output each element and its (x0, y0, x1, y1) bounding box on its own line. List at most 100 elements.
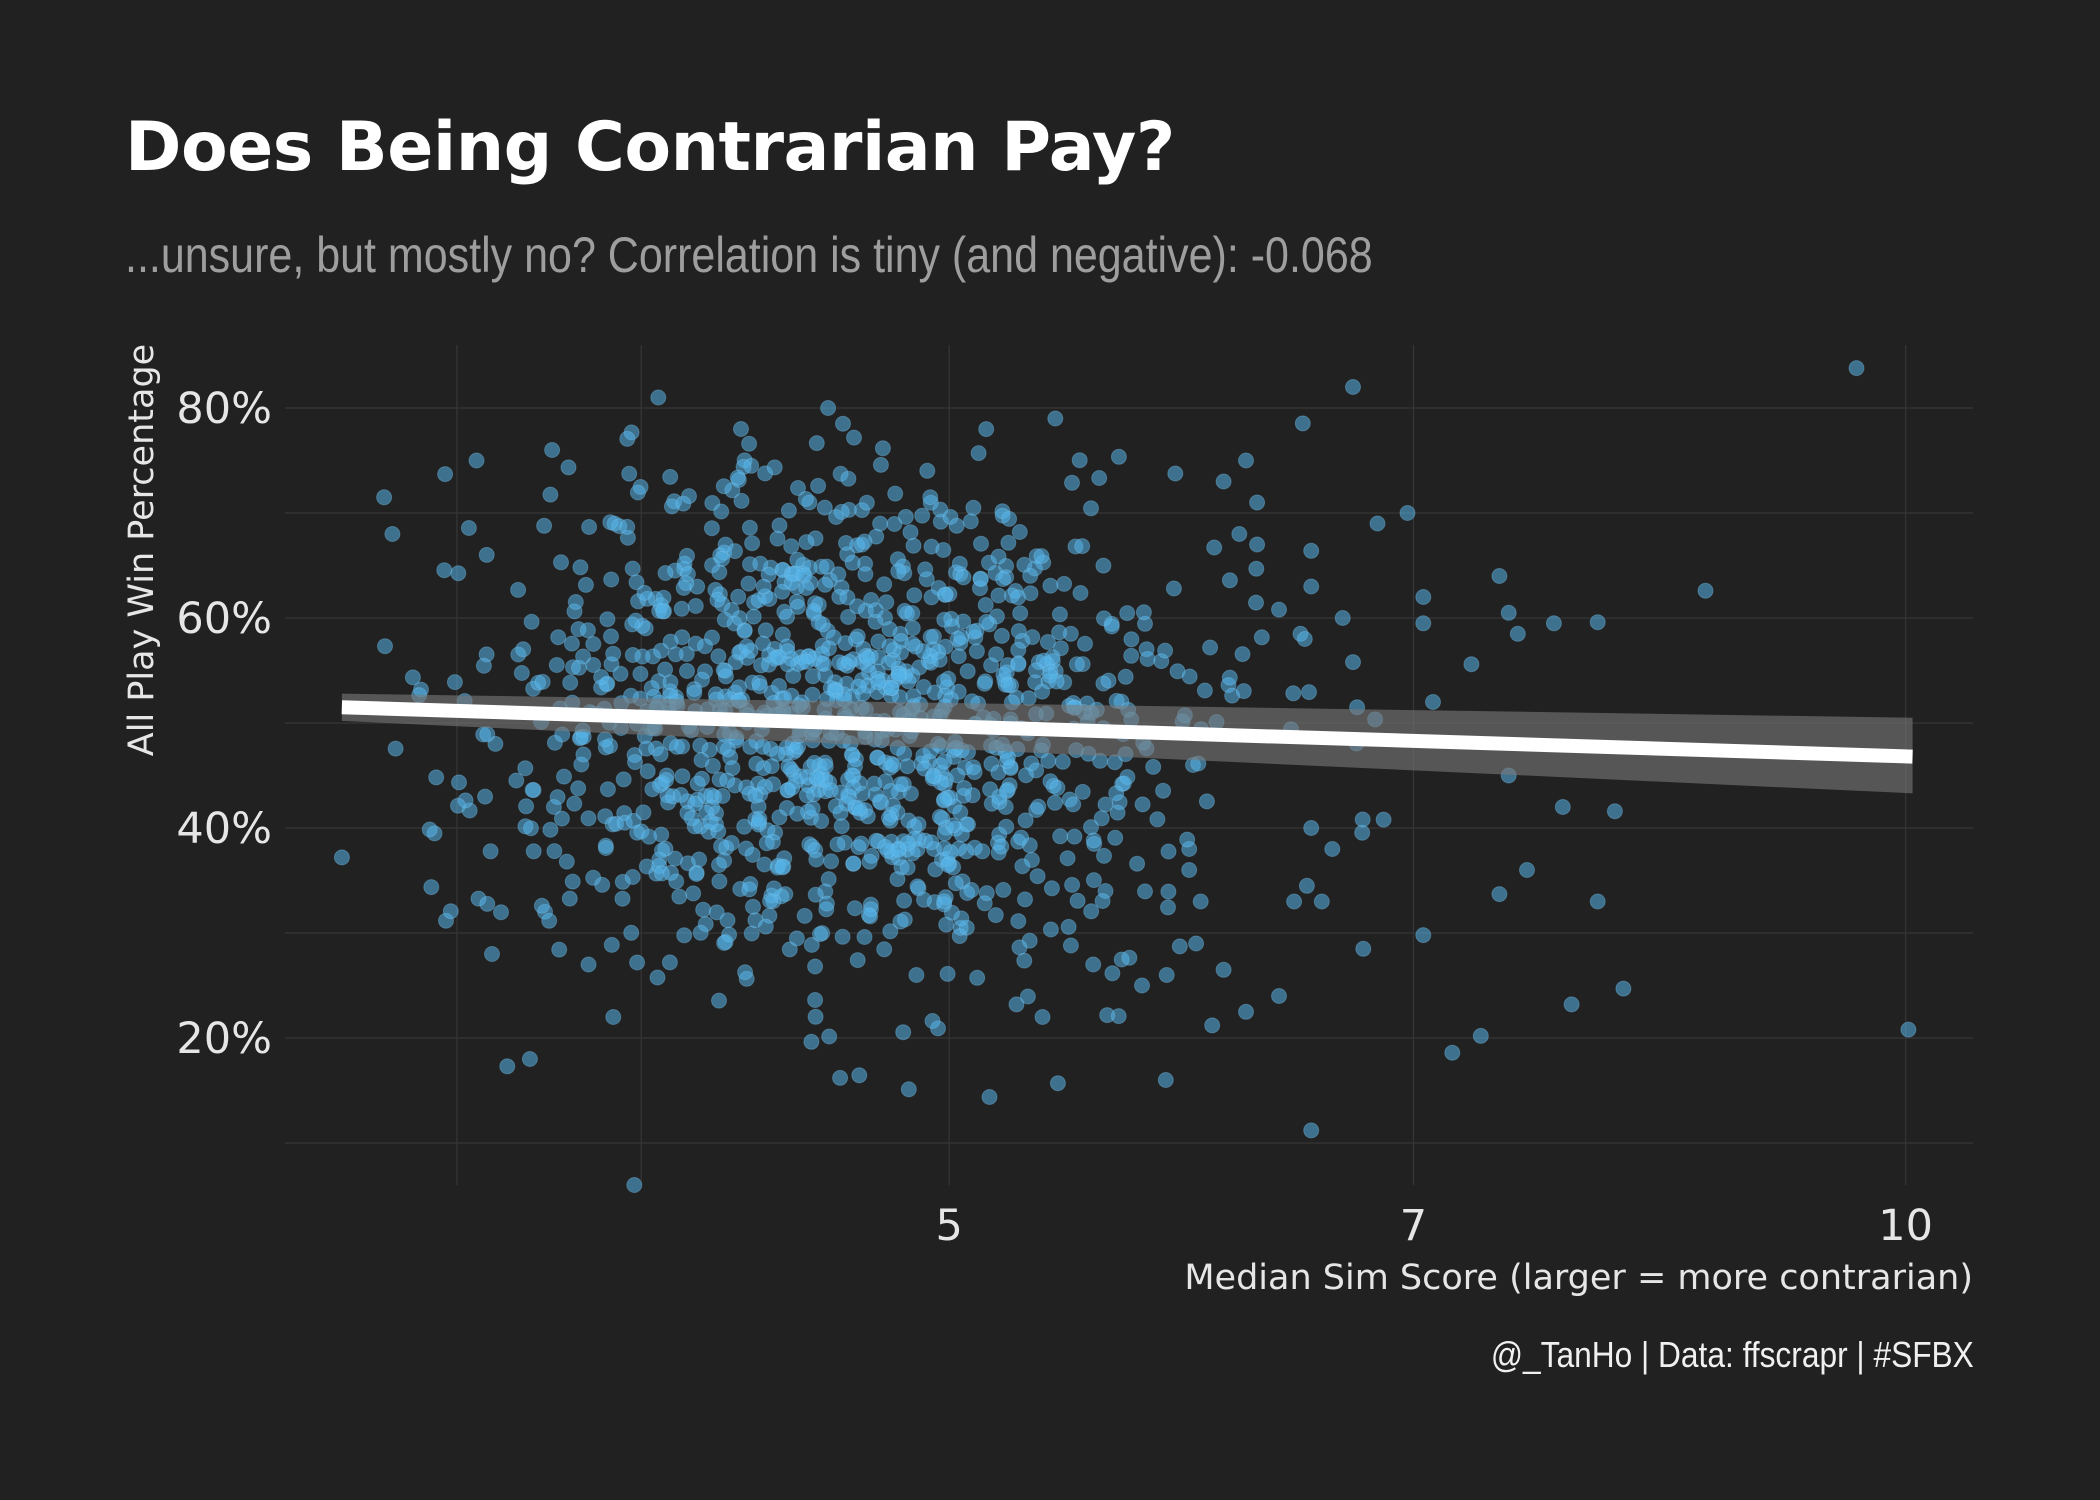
data-point (1029, 868, 1046, 885)
data-point (973, 535, 989, 552)
data-point (1060, 918, 1077, 935)
data-point (518, 798, 535, 815)
data-point (632, 665, 649, 682)
data-point (830, 566, 847, 583)
data-point (719, 741, 736, 758)
data-point (861, 853, 878, 870)
data-point (716, 611, 733, 628)
x-axis-ticks: 5 7 10 (935, 1201, 1933, 1251)
data-point (625, 812, 642, 829)
data-point (808, 435, 825, 452)
data-point (757, 778, 773, 795)
data-point (1034, 1009, 1051, 1025)
data-point (816, 499, 833, 516)
data-point (558, 853, 575, 870)
data-point (885, 757, 902, 774)
data-point (460, 520, 477, 536)
data-point (872, 456, 889, 473)
data-point (1020, 690, 1037, 707)
data-point (442, 903, 459, 920)
data-point (711, 857, 727, 873)
data-point (808, 769, 825, 786)
data-point (1900, 1021, 1917, 1038)
data-point (580, 956, 597, 973)
data-point (493, 904, 509, 921)
data-point (639, 763, 656, 780)
data-point (541, 912, 558, 929)
data-point (1249, 494, 1266, 511)
data-point (877, 839, 894, 855)
data-point (1068, 656, 1085, 673)
data-point (741, 881, 758, 898)
data-point (923, 834, 940, 851)
data-point (1238, 1003, 1254, 1020)
data-point (978, 613, 995, 630)
data-point (890, 563, 907, 580)
data-point (624, 616, 641, 633)
data-point (869, 749, 886, 766)
data-point (657, 565, 674, 581)
data-point (886, 516, 903, 532)
data-point (1615, 980, 1632, 997)
data-point (1085, 872, 1102, 889)
data-point (899, 859, 916, 876)
data-point (687, 598, 704, 614)
data-point (1234, 646, 1251, 663)
data-point (570, 780, 587, 797)
data-point (614, 890, 631, 907)
data-point (1010, 641, 1027, 658)
data-point (1052, 640, 1069, 657)
data-point (958, 919, 975, 936)
data-point (807, 886, 824, 903)
data-point (1313, 893, 1330, 910)
data-point (1048, 673, 1065, 690)
data-point (1415, 589, 1432, 605)
data-point (853, 835, 870, 852)
data-point (923, 589, 940, 606)
data-point (844, 554, 861, 571)
data-point (807, 992, 824, 1008)
data-point (747, 787, 764, 804)
data-point (771, 678, 787, 694)
data-point (840, 609, 857, 625)
data-point (687, 795, 704, 812)
data-point (936, 611, 953, 628)
data-point (993, 627, 1010, 644)
data-point (752, 678, 768, 695)
data-point (803, 936, 820, 953)
data-point (1206, 539, 1223, 556)
data-point (1145, 758, 1162, 775)
data-point (936, 791, 953, 808)
data-point (902, 785, 919, 802)
data-point (1238, 452, 1254, 469)
data-point (437, 466, 454, 483)
data-point (904, 635, 921, 652)
data-point (1008, 996, 1025, 1013)
data-point (479, 726, 496, 743)
data-point (846, 429, 862, 446)
data-point (1072, 585, 1089, 601)
data-point (803, 1033, 820, 1050)
data-point (621, 465, 638, 482)
data-point (839, 589, 856, 606)
data-point (564, 873, 581, 890)
data-point (730, 588, 747, 605)
data-point (1051, 624, 1068, 641)
data-point (789, 805, 806, 822)
data-point (1083, 819, 1099, 836)
data-point (384, 526, 401, 542)
data-point (508, 772, 525, 789)
data-point (807, 1008, 824, 1025)
data-point (736, 623, 753, 639)
data-point (376, 489, 393, 506)
data-point (553, 554, 569, 571)
data-point (881, 638, 898, 655)
data-point (1051, 606, 1068, 623)
data-point (872, 515, 889, 532)
data-point (1042, 577, 1059, 594)
data-point (585, 636, 602, 652)
data-point (1303, 542, 1320, 559)
data-point (685, 885, 702, 902)
data-point (615, 771, 632, 788)
